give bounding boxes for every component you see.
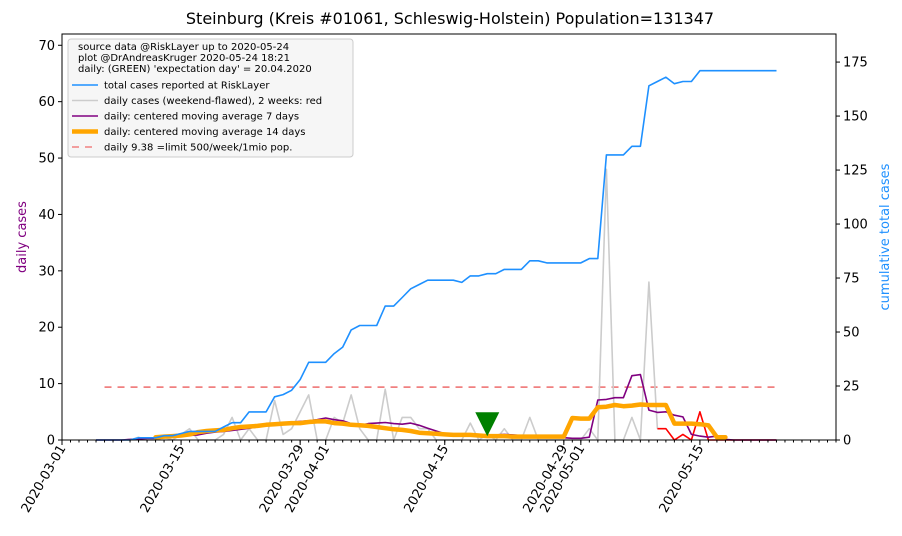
y-right-tick-label: 50	[843, 326, 860, 341]
y-right-tick-label: 150	[843, 110, 868, 125]
y-left-tick-label: 50	[38, 152, 55, 167]
y-axis-right-label: cumulative total cases	[878, 163, 893, 310]
y-left-tick-label: 30	[38, 264, 55, 279]
y-right-tick-label: 25	[843, 380, 860, 395]
expectation-day-marker	[475, 412, 500, 437]
legend-box	[67, 38, 354, 158]
legend-label: total cases reported at RiskLayer	[104, 81, 270, 92]
legend-info-line: daily: (GREEN) 'expectation day' = 20.04…	[78, 64, 312, 75]
y-left-tick-label: 70	[38, 39, 55, 54]
legend-label: daily: centered moving average 7 days	[104, 112, 299, 123]
y-right-tick-label: 0	[843, 434, 851, 449]
series-total-cases	[96, 69, 777, 441]
y-right-tick-label: 125	[843, 164, 868, 179]
legend-label: daily cases (weekend-flawed), 2 weeks: r…	[104, 96, 322, 107]
legend: source data @RiskLayer up to 2020-05-24p…	[67, 38, 354, 158]
chart-title: Steinburg (Kreis #01061, Schleswig-Holst…	[186, 9, 714, 28]
y-left-tick-label: 40	[38, 208, 55, 223]
y-left-tick-label: 60	[38, 95, 55, 110]
series-moving-average-14	[153, 402, 728, 440]
legend-label: daily: centered moving average 14 days	[104, 127, 305, 138]
y-right-tick-label: 100	[843, 218, 868, 233]
y-left-tick-label: 10	[38, 377, 55, 392]
legend-info-line: source data @RiskLayer up to 2020-05-24	[78, 42, 289, 53]
legend-label: daily 9.38 =limit 500/week/1mio pop.	[104, 143, 292, 154]
marker-layer	[475, 412, 500, 437]
y-left-tick-label: 20	[38, 321, 55, 336]
y-axis-left-label: daily cases	[15, 201, 30, 273]
y-right-tick-label: 75	[843, 272, 860, 287]
y-right-tick-label: 175	[843, 56, 868, 71]
plot-frame	[61, 33, 837, 441]
y-left-tick-label: 0	[47, 434, 55, 449]
legend-info-line: plot @DrAndreasKruger 2020-05-24 18:21	[78, 53, 290, 64]
